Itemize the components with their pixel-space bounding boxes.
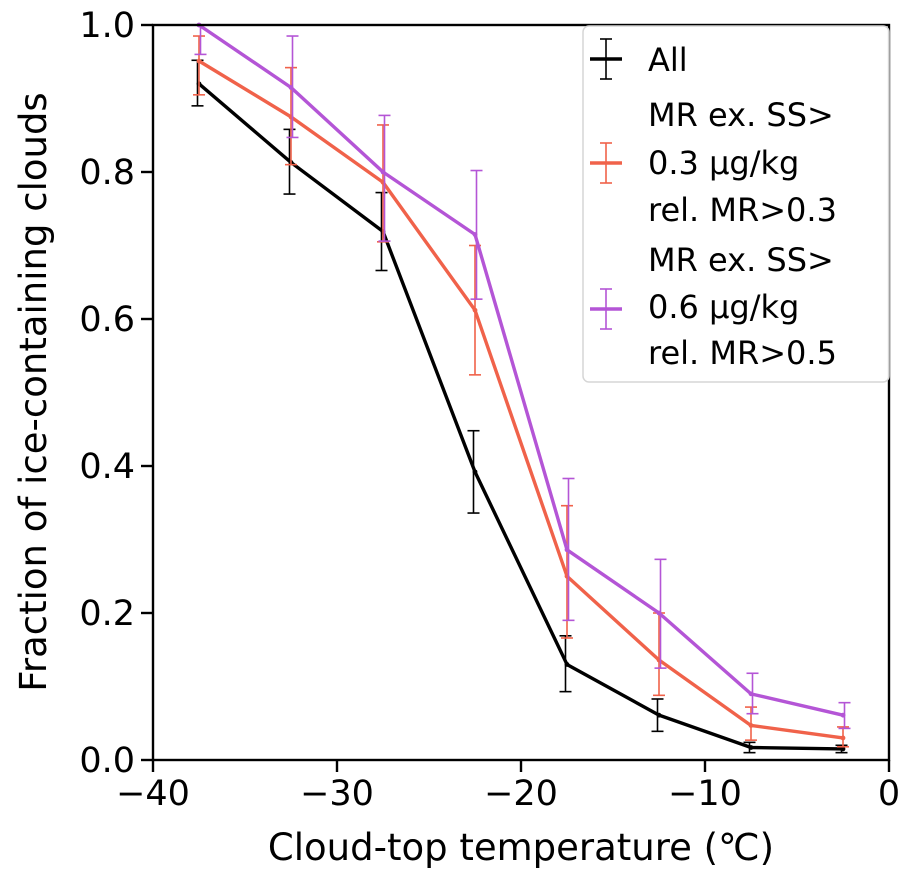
data-point	[472, 307, 478, 313]
data-point	[748, 745, 754, 750]
x-axis-label: Cloud-top temperature (℃)	[268, 826, 774, 869]
legend-box	[582, 25, 890, 383]
legend-label-line: 0.3 µg/kg	[648, 144, 799, 182]
x-tick-label: 0	[878, 774, 900, 814]
x-tick-label: −40	[116, 774, 190, 814]
series-1	[191, 59, 848, 754]
x-tick-label: −10	[668, 774, 742, 814]
data-point	[564, 662, 570, 667]
data-point	[840, 746, 846, 752]
data-point	[196, 58, 202, 64]
series-2	[193, 35, 849, 748]
data-point	[748, 691, 754, 697]
legend-label-line: rel. MR>0.5	[648, 334, 837, 372]
y-tick-label: 0.6	[79, 300, 135, 340]
legend-label: All	[648, 41, 688, 79]
y-tick-label: 0.0	[79, 741, 135, 781]
y-tick-label: 1.0	[79, 6, 135, 46]
y-tick-label: 0.2	[79, 594, 135, 634]
data-point	[748, 723, 754, 728]
data-point	[656, 610, 662, 616]
legend-label-line: 0.6 µg/kg	[648, 288, 799, 326]
data-point	[472, 469, 478, 475]
legend-label-line: rel. MR>0.3	[648, 191, 837, 229]
legend-label-line: MR ex. SS>	[648, 96, 834, 134]
legend-label-line: MR ex. SS>	[648, 241, 834, 279]
y-tick-label: 0.8	[79, 153, 135, 193]
y-axis-label: Fraction of ice-containing clouds	[12, 92, 55, 691]
plot-marks	[191, 22, 851, 754]
series-line	[198, 23, 844, 717]
series-line	[197, 82, 844, 751]
y-tick-label: 0.4	[79, 447, 135, 487]
x-tick-label: −30	[300, 774, 374, 814]
data-point	[564, 547, 570, 553]
x-tick-label: −20	[484, 774, 558, 814]
data-point	[656, 712, 662, 718]
data-point	[840, 712, 846, 718]
data-point	[840, 735, 846, 741]
legend: All MR ex. SS> 0.3 µg/kg rel. MR>0.3 MR ex. …	[582, 25, 890, 383]
data-point	[472, 232, 478, 237]
series-line	[198, 59, 844, 740]
data-point	[288, 85, 294, 90]
axes-ticks: −40 −30 −20 −10 0 0.0 0.2 0.4 0.6 0.8 1.0	[79, 6, 900, 814]
data-point	[380, 169, 386, 175]
